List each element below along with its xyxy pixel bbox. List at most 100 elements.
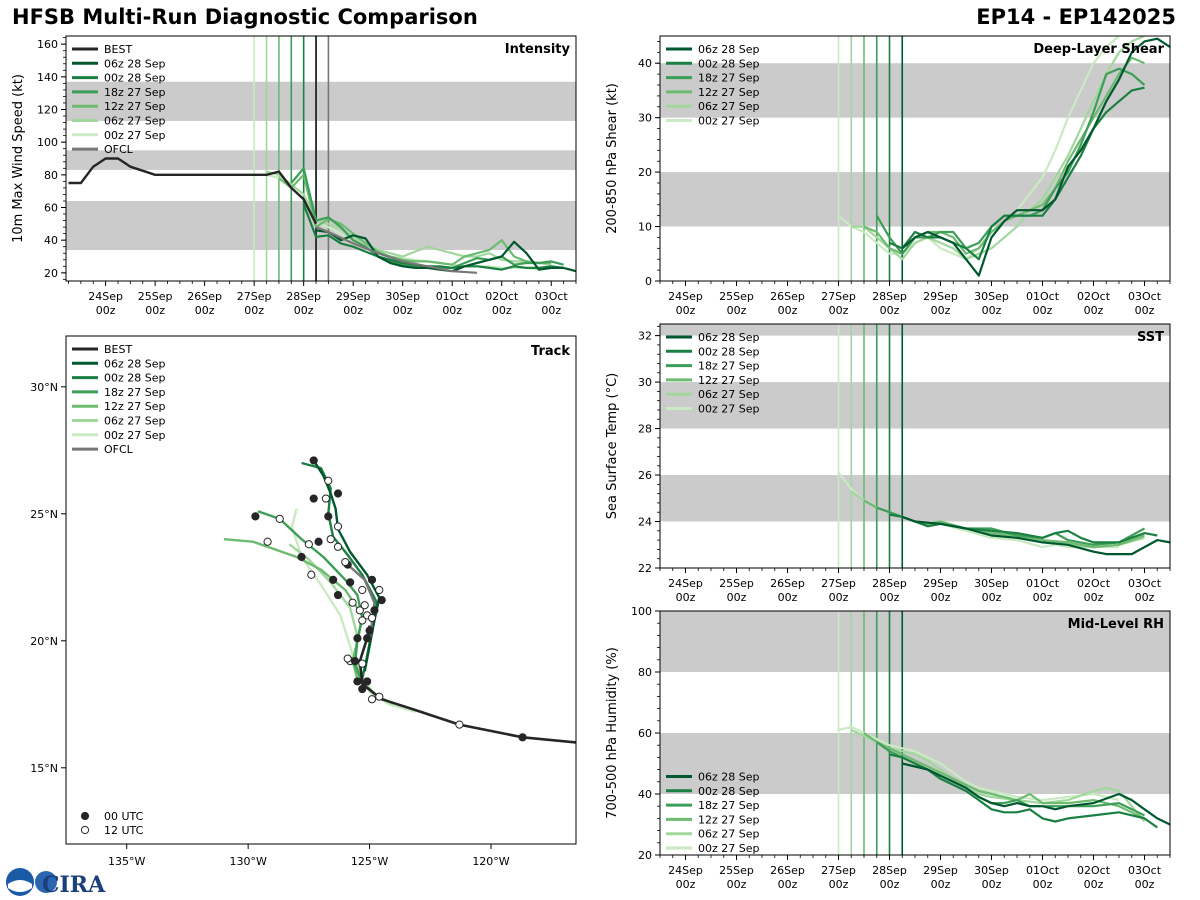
x-tick-hour-label: 00z [676, 304, 696, 317]
track-marker-12utc [343, 654, 352, 663]
x-tick-label: 28Sep [872, 577, 907, 590]
series-line-06z-28-sep [901, 37, 1170, 277]
track-marker-00utc [365, 626, 374, 635]
series-line-12z-27-sep [863, 732, 1145, 820]
x-tick-hour-label: 00z [1135, 878, 1155, 891]
legend-label-12z-27-sep: 12z 27 Sep [698, 86, 760, 99]
panel-title: Intensity [505, 42, 571, 57]
legend-label-06z-28-sep: 06z 28 Sep [104, 57, 166, 70]
x-tick-label: 25Sep [719, 864, 754, 877]
x-tick-label: 03Oct [1128, 290, 1162, 303]
y-axis-label: 700-500 hPa Humidity (%) [605, 647, 620, 819]
legend-label-00z-27-sep: 00z 27 Sep [104, 129, 166, 142]
legend-label-12z-27-sep: 12z 27 Sep [698, 813, 760, 826]
legend-label-06z-27-sep: 06z 27 Sep [104, 115, 166, 128]
y-axis-label: 10m Max Wind Speed (kt) [11, 74, 26, 243]
x-tick-hour-label: 00z [829, 304, 849, 317]
track-marker-12utc [307, 570, 316, 579]
x-tick-label: 02Oct [1077, 864, 1111, 877]
shear-panel: 01020304024Sep00z25Sep00z26Sep00z27Sep00… [605, 35, 1171, 317]
legend-label-00z-28-sep: 00z 28 Sep [698, 785, 760, 798]
y-tick-label: 60 [44, 202, 58, 215]
legend-label-18z-27-sep: 18z 27 Sep [698, 799, 760, 812]
x-tick-label: 02Oct [1077, 577, 1111, 590]
plot-frame [65, 335, 577, 845]
x-tick-hour-label: 00z [778, 591, 798, 604]
track-marker-00utc [358, 684, 367, 694]
x-tick-label: 25Sep [138, 290, 173, 303]
track-marker-12utc [367, 613, 377, 623]
y-tick-label: 140 [37, 71, 58, 84]
track-marker-12utc [263, 537, 272, 546]
series-line-06z-28-sep [902, 762, 1170, 826]
series-line-06z-28-sep [901, 515, 1170, 556]
x-tick-label: 02Oct [485, 290, 519, 303]
legend-label-00z-28-sep: 00z 28 Sep [698, 57, 760, 70]
x-tick-hour-label: 00z [1084, 591, 1104, 604]
track-marker-12utc [355, 606, 364, 615]
threshold-band [66, 150, 576, 170]
cira-logo-text: CIRA [42, 872, 106, 898]
x-tick-label: 01Oct [1026, 577, 1060, 590]
track-marker-00utc [350, 657, 360, 666]
legend-label-ofcl: OFCL [104, 143, 134, 156]
legend-label-06z-28-sep: 06z 28 Sep [698, 43, 760, 56]
threshold-band [660, 382, 1170, 429]
legend-label-12z-27-sep: 12z 27 Sep [104, 100, 166, 113]
x-tick-label: 03Oct [535, 290, 569, 303]
x-tick-hour-label: 00z [982, 304, 1002, 317]
y-tick-label: 160 [37, 38, 58, 51]
rh-panel: 2040608010024Sep00z25Sep00z26Sep00z27Sep… [605, 605, 1171, 891]
y-tick-label: 28 [638, 423, 652, 436]
track-marker-00utc [314, 537, 323, 546]
series-line-00z-27-sep [838, 725, 1120, 802]
x-tick-hour-label: 00z [778, 304, 798, 317]
track-marker-00utc [353, 634, 362, 643]
track-line-best [358, 625, 576, 744]
x-tick-hour-label: 00z [1135, 591, 1155, 604]
y-tick-label: 10 [638, 221, 652, 234]
x-tick-label: 28Sep [872, 864, 907, 877]
legend-label-06z-28-sep: 06z 28 Sep [698, 331, 760, 344]
x-tick-hour-label: 00z [1084, 304, 1104, 317]
track-marker-00utc [363, 677, 372, 686]
legend-label-00z-28-sep: 00z 28 Sep [104, 372, 166, 385]
y-tick-label: 30 [638, 112, 652, 125]
threshold-band [660, 324, 1170, 336]
x-tick-hour-label: 00z [1135, 304, 1155, 317]
track-marker-12utc [455, 720, 464, 729]
x-tick-hour-label: 00z [727, 878, 747, 891]
threshold-band [660, 63, 1170, 118]
y-tick-label: 20 [638, 166, 652, 179]
track-marker-12utc [367, 695, 377, 704]
series-group [837, 472, 1170, 556]
x-tick-hour-label: 00z [829, 878, 849, 891]
track-marker-12utc [341, 557, 350, 567]
x-tick-label: 24Sep [668, 290, 703, 303]
x-tick-label: 01Oct [436, 290, 470, 303]
x-tick-label: 03Oct [1128, 577, 1162, 590]
x-tick-hour-label: 00z [244, 304, 264, 317]
legend-label-06z-28-sep: 06z 28 Sep [698, 771, 760, 784]
series-group [838, 725, 1170, 829]
track-marker-00utc [367, 575, 377, 584]
x-tick-hour-label: 00z [931, 304, 951, 317]
x-tick-hour-label: 00z [982, 591, 1002, 604]
y-axis-label: Sea Surface Temp (°C) [605, 373, 620, 520]
y-tick-label: 60 [638, 727, 652, 740]
y-tick-label: 32 [638, 330, 652, 343]
series-line-best [68, 157, 318, 225]
track-marker-00utc [518, 733, 527, 742]
legend-marker-12utc [80, 825, 90, 835]
x-tick-label: 26Sep [187, 290, 222, 303]
x-tick-label: 27Sep [821, 290, 856, 303]
track-series-group [223, 456, 576, 744]
x-tick-label: 26Sep [770, 864, 805, 877]
legend-marker-00utc [80, 811, 90, 821]
track-panel: 135°W 130°W 125°W 120°W 15°N 20°N 25°N 30°N Trac… [30, 335, 577, 868]
x-tick-label: 26Sep [770, 290, 805, 303]
x-tick-label: 29Sep [923, 290, 958, 303]
track-marker-12utc [348, 598, 357, 607]
x-tick-hour-label: 00z [1033, 304, 1053, 317]
